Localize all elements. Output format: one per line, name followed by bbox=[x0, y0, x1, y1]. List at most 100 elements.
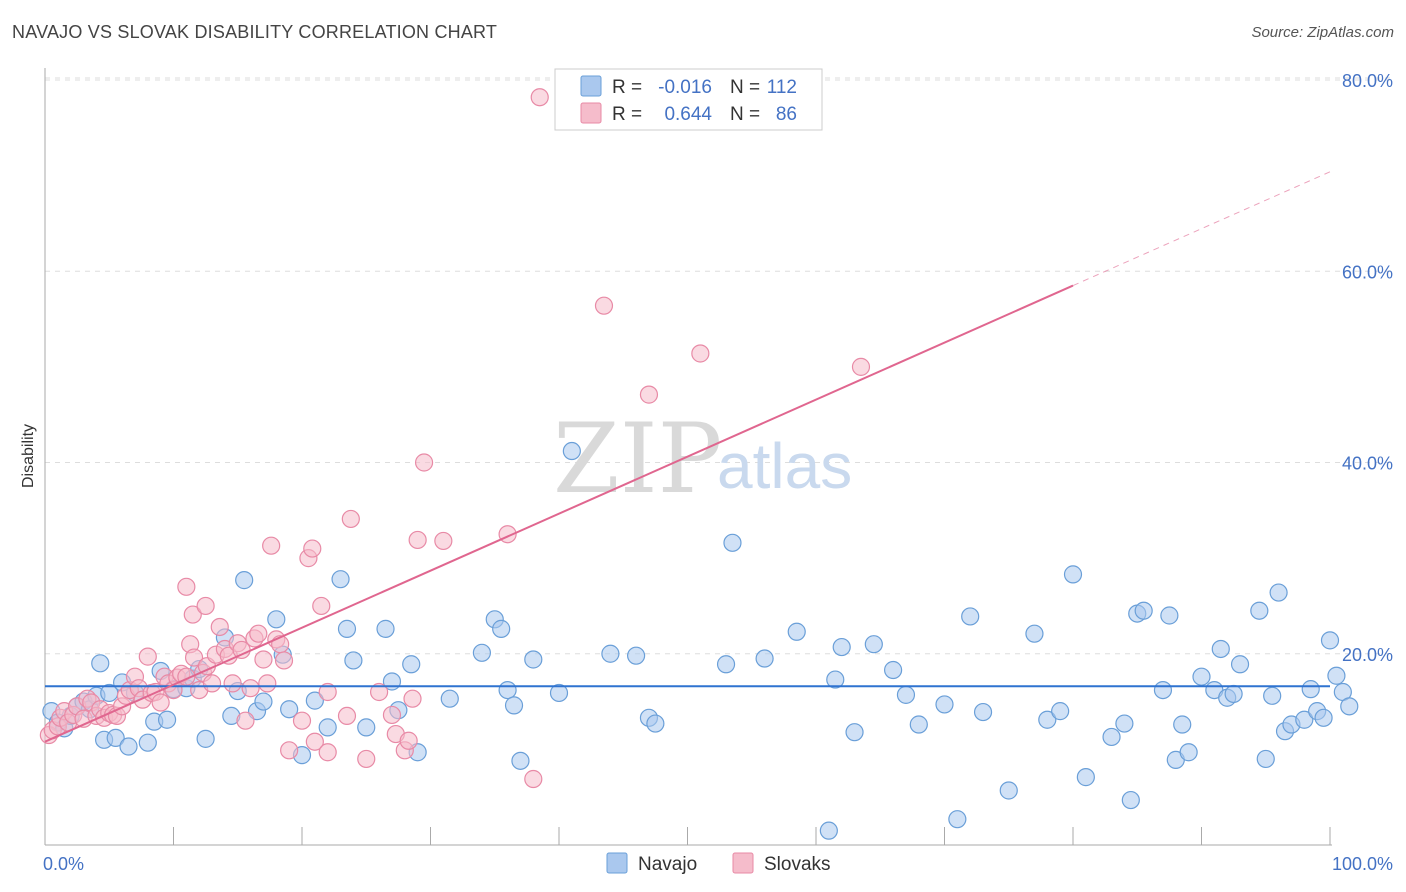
navajo-point bbox=[157, 710, 177, 729]
navajo-point bbox=[1256, 749, 1275, 769]
navajo-point bbox=[1025, 624, 1044, 643]
x-tick-label: 0.0% bbox=[43, 854, 84, 874]
navajo-point bbox=[909, 715, 928, 734]
legend-bottom-navajo: Navajo bbox=[638, 854, 697, 875]
navajo-point bbox=[948, 810, 967, 829]
slovak-point bbox=[357, 749, 376, 769]
navajo-point bbox=[106, 728, 125, 748]
navajo-point bbox=[1051, 702, 1070, 721]
slovak-points bbox=[39, 88, 871, 789]
navajo-point bbox=[999, 781, 1018, 800]
navajo-point bbox=[896, 685, 916, 704]
navajo-point bbox=[402, 655, 421, 674]
navajo-point bbox=[504, 696, 524, 715]
navajo-point bbox=[254, 692, 273, 711]
navajo-point bbox=[511, 751, 530, 770]
legend-stats: R = -0.016 N = 112 R = 0.644 N = 86 bbox=[554, 68, 823, 131]
navajo-point bbox=[305, 691, 324, 710]
y-tick-label: 80.0% bbox=[1342, 71, 1393, 91]
slovak-point bbox=[370, 682, 389, 702]
slovak-point bbox=[258, 674, 277, 693]
slovak-point bbox=[341, 509, 360, 529]
navajo-point bbox=[1179, 743, 1198, 762]
navajo-point bbox=[1295, 710, 1314, 729]
slovak-point bbox=[254, 650, 273, 669]
navajo-point bbox=[723, 533, 742, 552]
navajo-point bbox=[1063, 565, 1083, 584]
legend-r-value-navajo: -0.016 bbox=[658, 77, 712, 98]
slovak-point bbox=[691, 344, 710, 363]
legend-n-value-slovaks: 86 bbox=[776, 104, 797, 125]
navajo-point bbox=[1269, 583, 1288, 602]
slovak-point bbox=[414, 453, 434, 472]
navajo-point bbox=[1076, 768, 1095, 787]
legend-bottom-swatch-navajo bbox=[606, 852, 628, 874]
navajo-point bbox=[1134, 601, 1153, 620]
slovak-point bbox=[223, 674, 242, 693]
slovak-point bbox=[318, 743, 337, 762]
slovak-point bbox=[303, 539, 322, 558]
navajo-point bbox=[119, 737, 138, 756]
navajo-point bbox=[1038, 710, 1057, 729]
navajo-point bbox=[1192, 667, 1211, 686]
watermark: ZIP atlas bbox=[553, 403, 852, 515]
navajo-point bbox=[472, 643, 491, 662]
legend-r-label-navajo: R = bbox=[612, 77, 642, 98]
navajo-point bbox=[935, 695, 954, 714]
navajo-point bbox=[961, 607, 980, 626]
navajo-point bbox=[267, 610, 286, 629]
navajo-point bbox=[376, 619, 395, 638]
chart-source: Source: ZipAtlas.com bbox=[1251, 24, 1394, 41]
navajo-point bbox=[492, 619, 511, 638]
navajo-point bbox=[1314, 708, 1333, 727]
slovak-point bbox=[210, 617, 229, 637]
navajo-point bbox=[1102, 727, 1121, 747]
navajo-point bbox=[337, 619, 357, 638]
legend-n-label-slovaks: N = bbox=[730, 104, 760, 125]
navajo-point bbox=[845, 723, 864, 742]
navajo-point bbox=[440, 689, 459, 708]
slovak-point bbox=[530, 88, 549, 107]
navajo-point bbox=[1173, 715, 1192, 734]
legend-bottom-slovaks: Slovaks bbox=[764, 854, 831, 875]
slovak-point bbox=[408, 530, 427, 550]
navajo-point bbox=[1121, 790, 1140, 810]
navajo-point bbox=[549, 683, 569, 703]
slovak-point bbox=[312, 596, 331, 616]
navajo-point bbox=[826, 670, 845, 689]
slovak-point bbox=[280, 741, 299, 760]
slovak-point bbox=[262, 536, 281, 555]
y-tick-label: 20.0% bbox=[1342, 645, 1393, 665]
navajo-point bbox=[1211, 639, 1230, 659]
slovak-point bbox=[594, 296, 614, 315]
x-tick-labels: 0.0% 100.0% bbox=[43, 854, 1393, 874]
legend-r-value-slovaks: 0.644 bbox=[664, 104, 712, 125]
x-tick-label: 100.0% bbox=[1332, 854, 1393, 874]
y-axis-title: Disability bbox=[20, 424, 37, 488]
navajo-point bbox=[1160, 606, 1179, 625]
legend-series: Navajo Slovaks bbox=[606, 852, 831, 875]
slovak-point bbox=[305, 732, 324, 751]
legend-swatch-navajo bbox=[580, 75, 602, 97]
chart-title: NAVAJO VS SLOVAK DISABILITY CORRELATION … bbox=[12, 22, 498, 42]
slovak-point bbox=[524, 769, 543, 789]
navajo-point bbox=[787, 622, 806, 641]
navajo-point bbox=[1301, 680, 1320, 699]
navajo-point bbox=[1230, 655, 1250, 674]
navajo-point bbox=[626, 646, 646, 665]
navajo-point bbox=[601, 644, 620, 663]
navajo-point bbox=[646, 714, 665, 733]
slovak-trend-extension bbox=[1072, 171, 1331, 287]
navajo-point bbox=[318, 718, 337, 737]
slovak-point bbox=[292, 711, 312, 730]
legend-n-label-navajo: N = bbox=[730, 77, 760, 98]
navajo-point bbox=[973, 702, 993, 722]
grid-lines bbox=[45, 77, 1392, 655]
slovak-point bbox=[184, 648, 204, 667]
slovak-point bbox=[403, 689, 422, 708]
y-tick-label: 40.0% bbox=[1342, 454, 1393, 474]
navajo-point bbox=[1263, 686, 1282, 705]
slovak-point bbox=[274, 651, 294, 670]
legend-swatch-slovaks bbox=[580, 102, 602, 124]
